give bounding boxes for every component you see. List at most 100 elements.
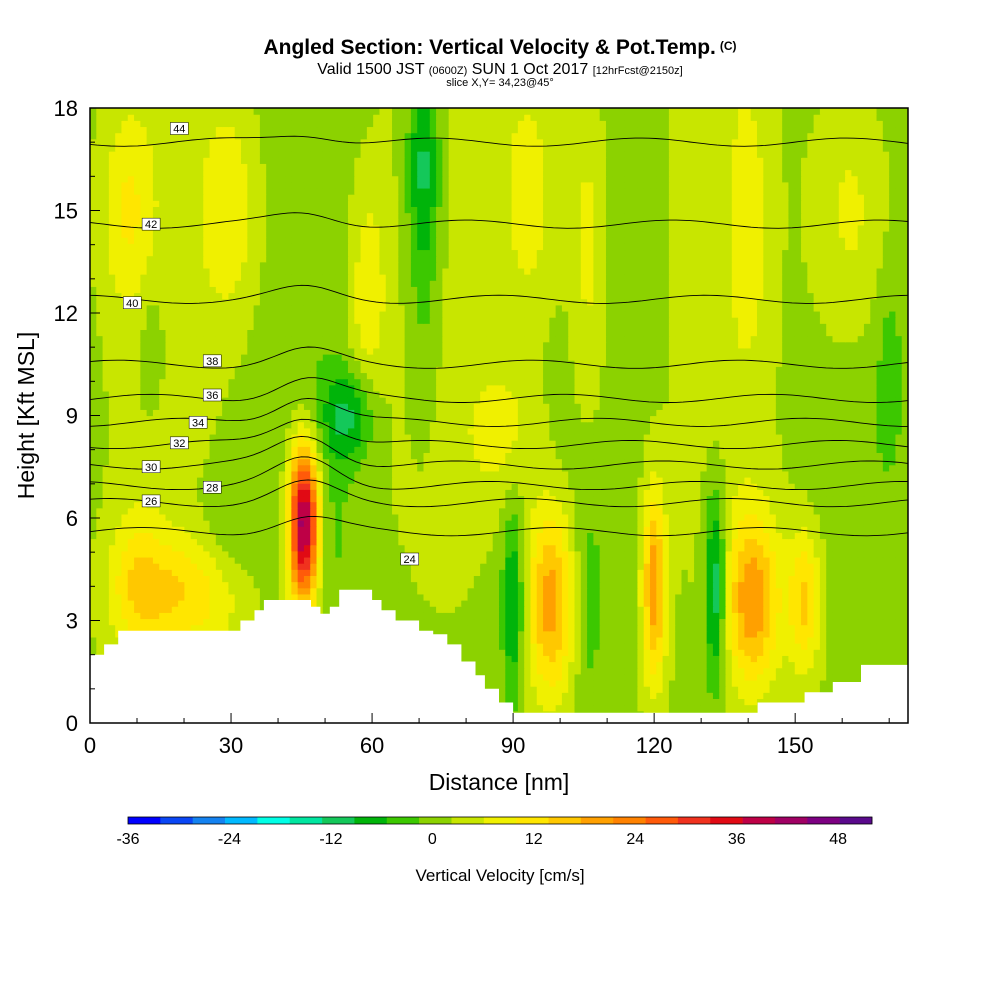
field-cell: [480, 489, 488, 497]
field-cell: [373, 501, 381, 509]
field-cell: [838, 495, 846, 503]
field-cell: [876, 569, 884, 576]
field-cell: [681, 661, 689, 669]
field-cell: [574, 679, 582, 687]
field-cell: [115, 507, 123, 515]
field-cell: [801, 655, 808, 663]
field-cell: [681, 569, 689, 576]
field-cell: [763, 520, 771, 527]
field-cell: [524, 679, 532, 687]
field-cell: [624, 532, 632, 540]
field-cell: [756, 679, 764, 687]
field-cell: [731, 526, 739, 533]
field-cell: [750, 679, 758, 687]
field-cell: [605, 544, 613, 552]
field-cell: [612, 612, 620, 620]
field-cell: [152, 600, 160, 607]
field-cell: [574, 600, 582, 607]
field-cell: [599, 544, 607, 552]
field-cell: [241, 593, 248, 601]
field-cell: [794, 624, 802, 632]
field-cell: [266, 538, 274, 546]
field-cell: [561, 618, 569, 626]
field-cell: [631, 630, 639, 638]
field-cell: [234, 489, 242, 497]
field-cell: [127, 538, 135, 546]
field-cell: [738, 513, 745, 521]
field-cell: [832, 587, 840, 595]
field-cell: [341, 526, 349, 533]
field-cell: [819, 495, 827, 503]
field-cell: [423, 495, 431, 503]
field-cell: [876, 624, 884, 632]
field-cell: [530, 698, 538, 706]
field-cell: [499, 606, 506, 613]
field-cell: [819, 612, 827, 620]
field-cell: [196, 520, 204, 527]
field-cell: [530, 575, 538, 583]
field-cell: [178, 581, 185, 589]
field-cell: [775, 575, 783, 583]
field-cell: [555, 649, 563, 656]
field-cell: [241, 483, 248, 490]
field-cell: [555, 624, 563, 632]
field-cell: [819, 532, 827, 540]
field-cell: [851, 563, 859, 570]
field-cell: [329, 581, 336, 589]
field-cell: [593, 556, 601, 564]
field-cell: [750, 624, 758, 632]
field-cell: [215, 513, 223, 521]
field-cell: [543, 513, 550, 521]
field-cell: [826, 550, 834, 558]
field-cell: [769, 501, 777, 509]
field-cell: [178, 593, 185, 601]
field-cell: [184, 544, 192, 552]
field-cell: [448, 593, 456, 601]
field-cell: [96, 544, 104, 552]
field-cell: [272, 532, 280, 540]
field-cell: [310, 563, 318, 570]
field-cell: [329, 513, 336, 521]
field-cell: [285, 544, 292, 552]
field-cell: [568, 544, 576, 552]
field-cell: [215, 501, 223, 509]
field-cell: [90, 526, 97, 533]
field-cell: [543, 507, 550, 515]
field-cell: [876, 556, 884, 564]
field-cell: [517, 532, 525, 540]
field-cell: [712, 661, 720, 669]
field-cell: [196, 526, 204, 533]
field-cell: [618, 661, 626, 669]
field-cell: [756, 544, 764, 552]
field-cell: [801, 686, 808, 693]
field-cell: [190, 624, 198, 632]
field-cell: [826, 587, 834, 595]
field-cell: [222, 581, 230, 589]
field-cell: [90, 501, 97, 509]
field-cell: [763, 507, 771, 515]
field-cell: [882, 581, 890, 589]
field-cell: [593, 618, 601, 626]
field-cell: [429, 501, 437, 509]
field-cell: [782, 606, 790, 613]
field-cell: [813, 520, 821, 527]
field-cell: [580, 618, 588, 626]
field-cell: [612, 587, 620, 595]
field-cell: [561, 643, 569, 650]
field-cell: [190, 513, 198, 521]
field-cell: [580, 636, 588, 644]
field-cell: [895, 532, 903, 540]
field-cell: [643, 655, 651, 663]
field-cell: [706, 532, 714, 540]
field-cell: [756, 593, 764, 601]
field-cell: [593, 612, 601, 620]
field-cell: [266, 575, 274, 583]
field-cell: [712, 587, 720, 595]
field-cell: [360, 563, 368, 570]
field-cell: [889, 526, 897, 533]
field-cell: [417, 507, 425, 515]
field-cell: [712, 550, 720, 558]
field-cell: [140, 624, 148, 632]
field-cell: [643, 489, 651, 497]
field-cell: [706, 587, 714, 595]
